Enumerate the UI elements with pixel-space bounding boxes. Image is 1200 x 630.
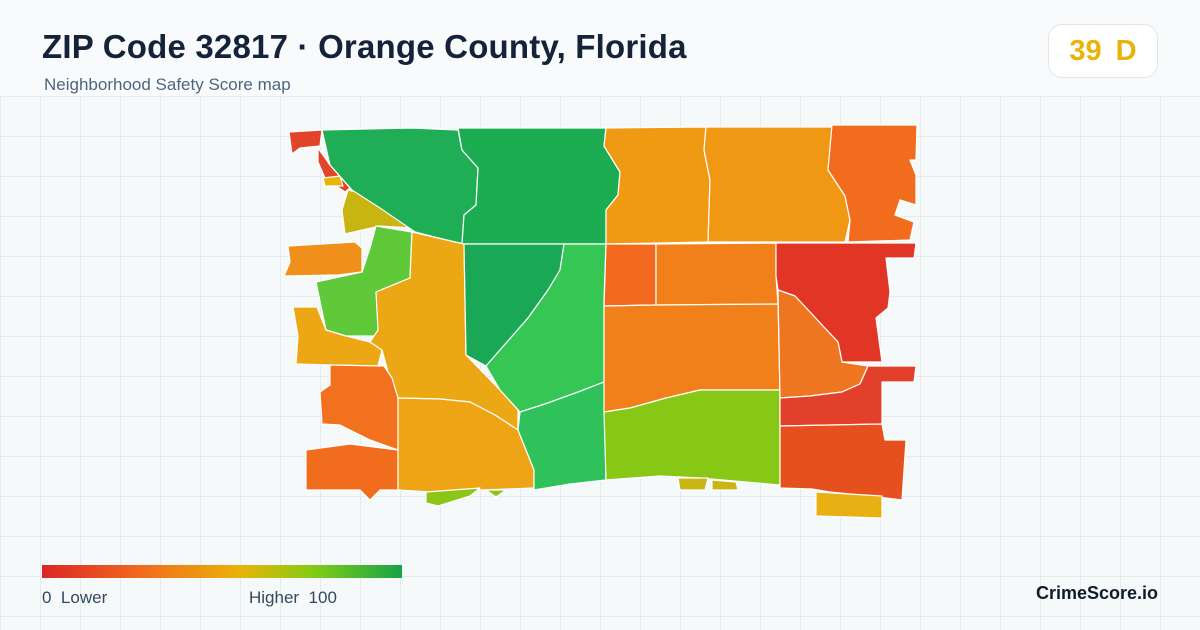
legend-gradient-bar [42, 565, 402, 578]
map-region [779, 423, 907, 501]
brand-logo-text: CrimeScore.io [1035, 583, 1158, 603]
map-region [319, 364, 399, 451]
map-region [322, 175, 344, 187]
map-region [283, 241, 363, 277]
score-badge: 39 D [1048, 24, 1158, 78]
map-region [288, 129, 323, 155]
legend-high-label: Higher 100 [249, 588, 337, 607]
page-subtitle: Neighborhood Safety Score map [44, 75, 291, 94]
map-region [677, 477, 709, 491]
map-region [517, 381, 607, 491]
score-grade: D [1115, 34, 1137, 67]
map-region [603, 126, 711, 245]
map-region [655, 242, 779, 306]
map-region [711, 479, 739, 491]
map-region [827, 124, 918, 243]
header: ZIP Code 32817 · Orange County, Florida … [0, 0, 1200, 97]
score-value: 39 [1069, 34, 1102, 67]
legend-low-label: 0 Lower [42, 588, 108, 607]
map-region [457, 127, 621, 245]
map-region [603, 243, 657, 307]
map-region [815, 491, 883, 519]
map-region [425, 487, 481, 507]
map-region [485, 489, 507, 498]
page-title: ZIP Code 32817 · Orange County, Florida [42, 28, 687, 65]
map-region [305, 443, 399, 501]
map-region [703, 126, 851, 243]
